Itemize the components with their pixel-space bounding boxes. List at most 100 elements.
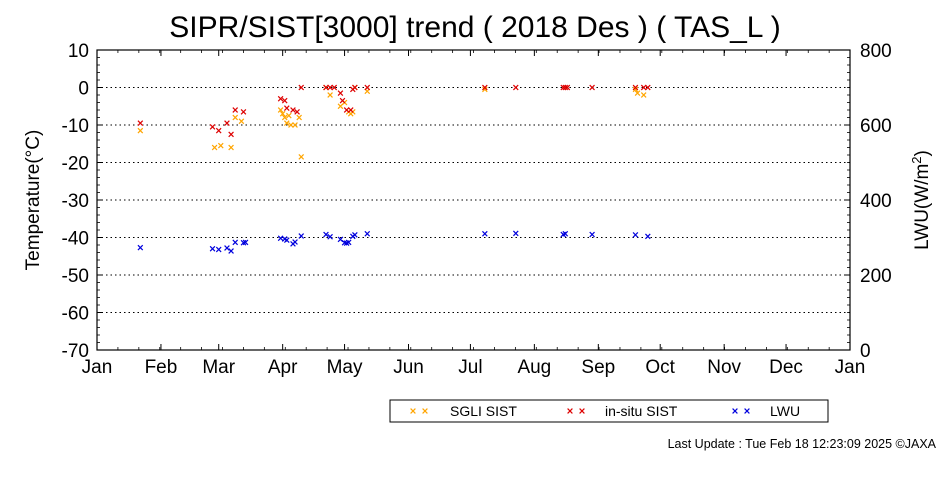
in-situ-sist-point	[331, 84, 338, 91]
lwu-point	[232, 239, 239, 246]
x-tick-label: May	[327, 357, 363, 378]
sgli-sist-point	[232, 114, 239, 121]
x-tick-label: Aug	[517, 357, 551, 378]
y2-axis-label: LWU(W/m2)	[909, 150, 934, 250]
in-situ-sist-point	[327, 84, 333, 91]
legend-marker	[410, 408, 416, 414]
y-tick-label: -30	[62, 191, 89, 212]
x-tick-label: Feb	[145, 357, 178, 378]
y-tick-label: -60	[62, 304, 89, 325]
y2-tick-label: 400	[860, 191, 892, 212]
sgli-sist-point	[281, 114, 288, 121]
sgli-sist-point	[288, 122, 294, 128]
x-tick-label: Dec	[769, 357, 803, 378]
y2-tick-label: 200	[860, 266, 892, 287]
sgli-sist-point	[634, 90, 641, 96]
in-situ-sist-point	[281, 97, 288, 104]
sgli-sist-point	[632, 86, 639, 93]
sgli-sist-point	[298, 154, 305, 160]
legend-label: in-situ SIST	[605, 403, 678, 419]
x-tick-labels: Jan Feb Mar Apr May Jun Jul Aug Sep Oct Nov Dec Jan	[82, 357, 866, 378]
y2-tick-label: 800	[860, 41, 892, 62]
x-tick-label: Jun	[393, 357, 424, 378]
in-situ-sist-point	[323, 84, 329, 91]
in-situ-sist-point	[589, 84, 595, 91]
in-situ-sist-point	[632, 84, 639, 91]
y2-tick-label: 600	[860, 116, 892, 137]
in-situ-sist-point	[283, 105, 290, 111]
lwu-point	[482, 230, 488, 237]
in-situ-sist-point	[290, 107, 296, 113]
y-tick-label: -20	[62, 154, 89, 175]
legend-marker	[422, 408, 428, 414]
lwu-point	[589, 231, 595, 238]
sgli-sist-point	[327, 92, 333, 98]
sgli-sist-point	[292, 122, 298, 128]
y-tick-label: -70	[62, 341, 89, 362]
in-situ-sist-point	[339, 97, 346, 104]
in-situ-sist-point	[215, 127, 222, 134]
y-tick-label: -40	[62, 229, 89, 250]
sgli-sist-point	[279, 110, 286, 117]
x-tick-label: Nov	[707, 357, 741, 378]
lwu-point	[215, 246, 222, 253]
legend: SGLI SIST in-situ SIST LWU	[389, 399, 829, 423]
lwu-point	[228, 248, 234, 254]
chart-title: SIPR/SIST[3000] trend ( 2018 Des ) ( TAS…	[169, 11, 780, 44]
in-situ-sist-point	[364, 84, 371, 91]
in-situ-sist-point	[640, 84, 647, 91]
lwu-point	[645, 233, 651, 240]
in-situ-sist-point	[352, 84, 358, 91]
sgli-sist-point	[238, 118, 245, 125]
legend-marker	[567, 408, 573, 414]
x-tick-label: Jan	[82, 357, 113, 378]
x-tick-label: Jan	[835, 357, 866, 378]
y-tick-label: 10	[68, 41, 89, 62]
sgli-sist-point	[228, 144, 234, 151]
in-situ-sist-point	[512, 84, 519, 91]
lwu-point	[323, 231, 329, 238]
grid-lines	[97, 87, 850, 313]
sgli-sist-point	[277, 107, 284, 113]
in-situ-sist-point	[337, 90, 344, 96]
sgli-sist-point	[286, 112, 292, 119]
lwu-point	[277, 235, 284, 242]
y-axis-label: Temperature(°C)	[23, 130, 44, 271]
lwu-point	[242, 239, 249, 246]
lwu-point	[209, 245, 216, 252]
in-situ-sist-point	[137, 120, 144, 126]
sgli-sist-point	[217, 142, 224, 149]
x-tick-label: Jul	[458, 357, 482, 378]
sgli-sist-point	[640, 92, 647, 98]
y2-tick-labels: 800 600 400 200 0	[860, 41, 892, 362]
x-tick-label: Sep	[581, 357, 615, 378]
y-tick-label: -10	[62, 116, 89, 137]
lwu-point	[298, 233, 305, 239]
plot-frame	[96, 49, 851, 351]
sgli-sist-point	[137, 127, 144, 134]
y-tick-labels: 10 0 -10 -20 -30 -40 -50 -60 -70	[62, 41, 89, 362]
legend-marker	[744, 408, 750, 414]
in-situ-sist-point	[562, 84, 569, 91]
in-situ-sist-point	[224, 120, 230, 126]
in-situ-sist-point	[228, 131, 234, 138]
in-situ-sist-point	[482, 84, 488, 91]
in-situ-sist-point	[209, 124, 216, 130]
legend-label: SGLI SIST	[450, 403, 517, 419]
in-situ-sist-point	[347, 107, 354, 113]
x-tick-label: Apr	[268, 357, 298, 378]
sgli-sist-point	[283, 120, 290, 126]
lwu-point	[224, 245, 230, 251]
in-situ-sist-point	[240, 109, 247, 115]
lwu-point	[352, 232, 358, 238]
sgli-sist-point	[211, 144, 218, 151]
legend-marker	[579, 408, 585, 414]
in-situ-sist-point	[277, 95, 284, 102]
in-situ-sist-point	[343, 107, 350, 113]
x-tick-label: Oct	[645, 357, 675, 378]
in-situ-sist-point	[560, 84, 567, 91]
data-points	[137, 84, 651, 254]
lwu-point	[345, 239, 352, 246]
lwu-point	[512, 230, 519, 237]
